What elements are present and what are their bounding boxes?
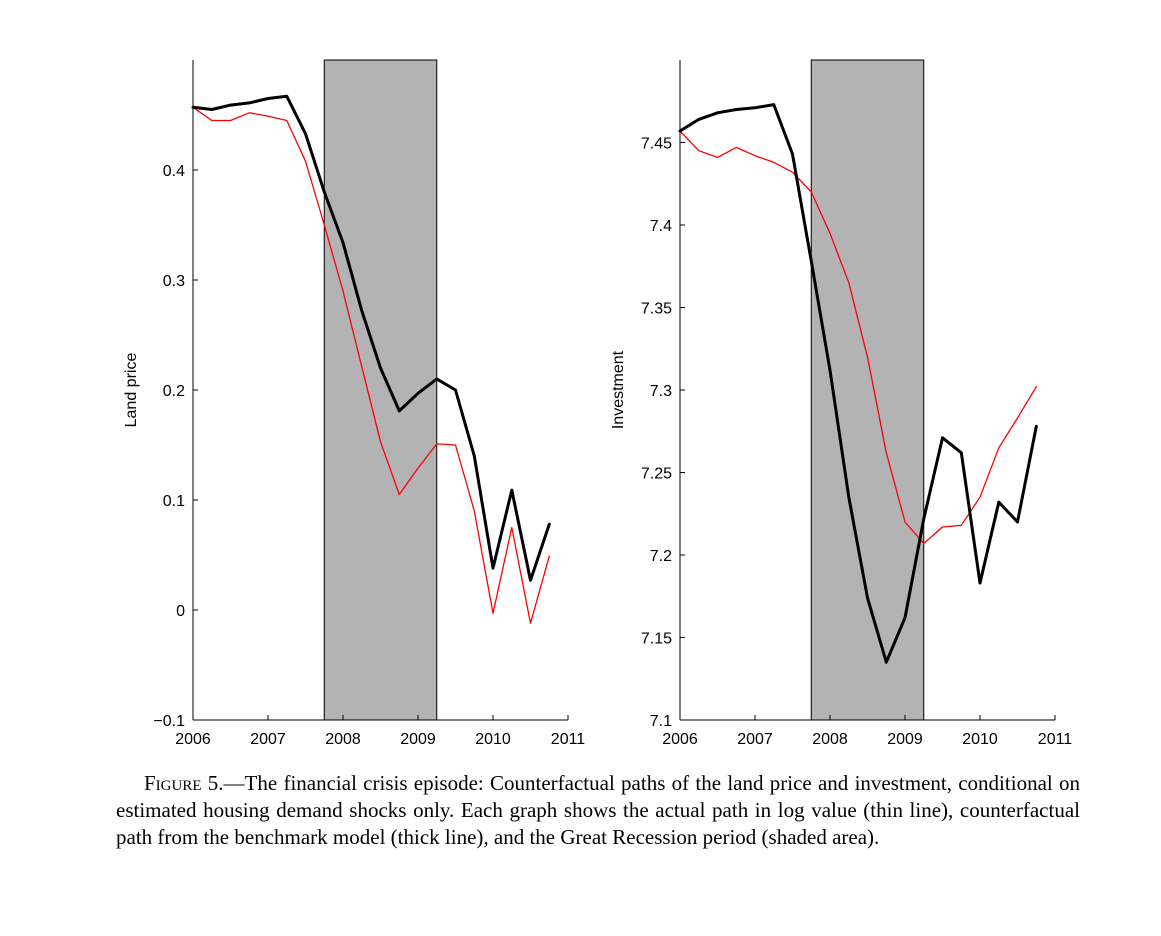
land-price-y-tick-label: 0.3 bbox=[163, 273, 185, 290]
land-price-x-tick-label: 2006 bbox=[175, 731, 211, 748]
land-price-y-tick-label: 0.4 bbox=[163, 163, 185, 180]
land-price-y-axis-label: Land price bbox=[123, 353, 140, 428]
investment-x-tick-label: 2010 bbox=[962, 731, 998, 748]
investment-y-tick-label: 7.15 bbox=[641, 631, 672, 648]
figure-label: Figure 5. bbox=[144, 771, 224, 795]
figure-caption: Figure 5.—The financial crisis episode: … bbox=[116, 770, 1080, 851]
investment-shaded-period bbox=[810, 59, 925, 721]
investment-actual-line bbox=[679, 130, 1037, 545]
land-price-x-tick-label: 2007 bbox=[250, 731, 286, 748]
investment-y-tick-label: 7.45 bbox=[641, 136, 672, 153]
investment-y-tick-label: 7.35 bbox=[641, 301, 672, 318]
land-price-y-tick-label: 0.2 bbox=[163, 383, 185, 400]
land-price-shaded-period bbox=[323, 59, 438, 721]
investment-x-tick-label: 2009 bbox=[887, 731, 923, 748]
investment-x-tick-label: 2008 bbox=[812, 731, 848, 748]
investment-panel: 2006 2007 2008 2009 2010 2011 7.1 7.15 7.2 7.25 7.… bbox=[610, 59, 1073, 748]
land-price-y-tick-label: −0.1 bbox=[153, 713, 185, 730]
land-price-actual-line bbox=[192, 106, 550, 624]
investment-y-axis-label: Investment bbox=[610, 350, 627, 429]
investment-y-tick-label: 7.2 bbox=[650, 548, 672, 565]
land-price-x-tick-label: 2008 bbox=[325, 731, 361, 748]
investment-x-tick-label: 2007 bbox=[737, 731, 773, 748]
land-price-x-tick-label: 2010 bbox=[475, 731, 511, 748]
investment-y-tick-label: 7.4 bbox=[650, 218, 672, 235]
investment-y-tick-label: 7.3 bbox=[650, 383, 672, 400]
caption-text: —The financial crisis episode: Counterfa… bbox=[116, 771, 1080, 849]
land-price-x-tick-label: 2011 bbox=[551, 731, 586, 748]
investment-y-tick-label: 7.25 bbox=[641, 466, 672, 483]
investment-x-tick-label: 2006 bbox=[662, 731, 698, 748]
figure: 2006 2007 2008 2009 2010 2011 −0.1 0 0.1 0.2 0.3 0.… bbox=[123, 59, 1073, 748]
investment-counterfactual-line bbox=[678, 103, 1038, 664]
land-price-x-tick-label: 2009 bbox=[400, 731, 436, 748]
land-price-y-tick-label: 0.1 bbox=[163, 493, 185, 510]
investment-x-tick-label: 2011 bbox=[1038, 731, 1073, 748]
land-price-panel: 2006 2007 2008 2009 2010 2011 −0.1 0 0.1 0.2 0.3 0.… bbox=[123, 59, 586, 748]
investment-y-tick-label: 7.1 bbox=[650, 713, 672, 730]
land-price-counterfactual-line bbox=[191, 94, 551, 582]
land-price-y-tick-label: 0 bbox=[176, 603, 185, 620]
